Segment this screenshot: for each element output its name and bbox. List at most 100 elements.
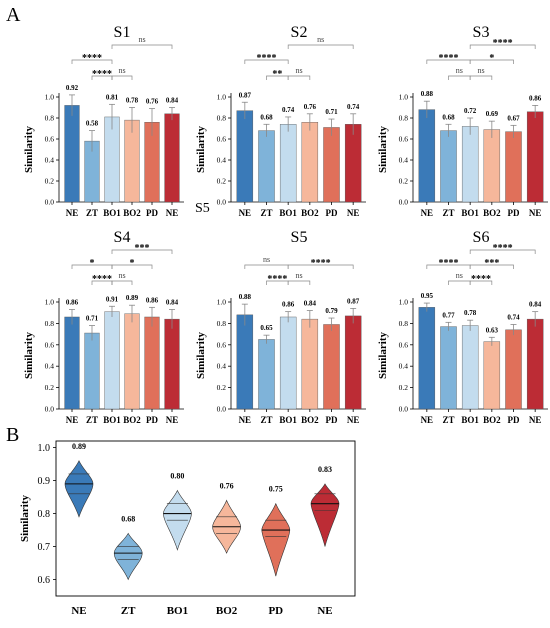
y-tick-label: 0.6 [217, 135, 227, 144]
bar [164, 113, 180, 203]
data-label: 0.88 [421, 90, 434, 98]
panel-title: S5 [291, 229, 308, 246]
violin [261, 502, 291, 577]
x-tick-label: BO2 [301, 208, 319, 218]
bar [258, 130, 275, 203]
significance-bracket [244, 264, 289, 269]
significance-bracket [111, 280, 133, 285]
significance-bracket [287, 264, 354, 269]
data-label: 0.76 [146, 98, 159, 106]
y-tick-label: 0.2 [45, 177, 55, 186]
y-axis-label: Similarity [195, 125, 207, 173]
x-tick-label: NE [166, 208, 179, 218]
y-tick-label: 0.7 [38, 542, 51, 553]
panel-title: S1 [114, 24, 131, 41]
bar [440, 326, 457, 410]
y-tick-label: 0.8 [399, 319, 409, 328]
y-tick-label: 1.0 [217, 93, 227, 102]
y-tick-label: 0.4 [217, 156, 227, 165]
significance-label: *** [135, 243, 150, 254]
data-label: 0.84 [304, 300, 317, 308]
bar [279, 124, 297, 203]
data-label: 0.69 [486, 110, 499, 118]
significance-label: **** [92, 69, 112, 80]
significance-bracket [111, 75, 133, 80]
data-label: 0.65 [260, 324, 273, 332]
significance-label: ns [456, 271, 463, 280]
data-label: 0.71 [86, 315, 99, 323]
data-label: 0.84 [529, 301, 542, 309]
bar [236, 314, 254, 410]
data-label: 0.84 [166, 298, 179, 306]
data-label: 0.89 [126, 294, 139, 302]
x-tick-label: BO1 [167, 605, 188, 617]
y-tick-label: 0.2 [217, 383, 227, 392]
significance-bracket [448, 75, 471, 80]
bar-panel-s5: S5 0.0 0.2 0.4 0.6 0.8 1.0 Similarity 0.88 NE 0.65… [195, 229, 366, 425]
data-label: 0.81 [106, 93, 119, 101]
bar [301, 121, 319, 203]
y-tick-label: 0.6 [399, 340, 409, 349]
bar [144, 316, 160, 410]
bar [483, 341, 501, 410]
significance-label: ns [456, 66, 463, 75]
data-label: 0.76 [220, 481, 234, 490]
x-tick-label: BO2 [123, 415, 141, 425]
y-tick-label: 1.0 [38, 443, 51, 454]
y-tick-label: 0.2 [217, 177, 227, 186]
significance-label: * [90, 258, 95, 269]
bar [236, 110, 254, 203]
x-tick-label: BO2 [483, 208, 501, 218]
y-tick-label: 0.6 [217, 340, 227, 349]
panel-title: S3 [473, 24, 490, 41]
x-tick-label: NE [166, 415, 179, 425]
y-tick-label: 0.6 [399, 135, 409, 144]
bar-panel-s6: S6 0.0 0.2 0.4 0.6 0.8 1.0 Similarity 0.95 NE 0.77… [377, 229, 548, 425]
significance-label: ns [317, 35, 324, 44]
x-tick-label: NE [317, 605, 332, 617]
x-tick-label: BO1 [279, 415, 297, 425]
y-axis-label: Similarity [23, 125, 35, 173]
significance-label: **** [257, 53, 277, 64]
x-tick-label: NE [421, 415, 434, 425]
data-label: 0.86 [282, 301, 295, 309]
significance-bracket [469, 59, 514, 64]
y-tick-label: 1.0 [399, 298, 409, 307]
x-tick-label: PD [508, 208, 520, 218]
data-label: 0.86 [146, 296, 159, 304]
x-tick-label: NE [421, 208, 434, 218]
significance-bracket [469, 249, 536, 254]
x-tick-label: NE [71, 605, 86, 617]
significance-label: * [489, 53, 494, 64]
x-tick-label: ZT [121, 605, 136, 617]
y-axis-label: Similarity [377, 331, 389, 379]
data-label: 0.76 [304, 103, 317, 111]
significance-bracket [71, 59, 113, 64]
stray-s5-label: S5 [195, 201, 210, 216]
y-tick-label: 0.8 [217, 319, 227, 328]
x-tick-label: NE [239, 208, 252, 218]
bar [461, 126, 479, 203]
data-label: 0.78 [126, 97, 139, 105]
x-tick-label: BO2 [483, 415, 501, 425]
bar-panel-s2: S2 0.0 0.2 0.4 0.6 0.8 1.0 Similarity 0.87 NE 0.68… [195, 24, 366, 218]
panel-letter-a: A [6, 4, 21, 26]
y-tick-label: 0.2 [399, 177, 409, 186]
y-tick-label: 0.8 [38, 509, 51, 520]
data-label: 0.74 [347, 103, 360, 111]
x-tick-label: PD [146, 415, 158, 425]
bar-panel-s4: S4 0.0 0.2 0.4 0.6 0.8 1.0 Similarity 0.86 NE 0.71… [23, 229, 184, 425]
violin [64, 460, 94, 518]
significance-label: ns [138, 35, 145, 44]
panel-title: S2 [291, 24, 308, 41]
data-label: 0.78 [464, 309, 477, 317]
bar [344, 124, 362, 203]
bar [164, 318, 180, 410]
significance-label: ** [272, 69, 282, 80]
data-label: 0.67 [507, 114, 520, 122]
y-tick-label: 1.0 [399, 93, 409, 102]
data-label: 0.88 [239, 293, 252, 301]
y-tick-label: 0.8 [399, 114, 409, 123]
violin-panel: 1.0 0.9 0.8 0.7 0.6 Similarity 0.89 NE 0.68 ZT 0.8… [19, 440, 356, 617]
